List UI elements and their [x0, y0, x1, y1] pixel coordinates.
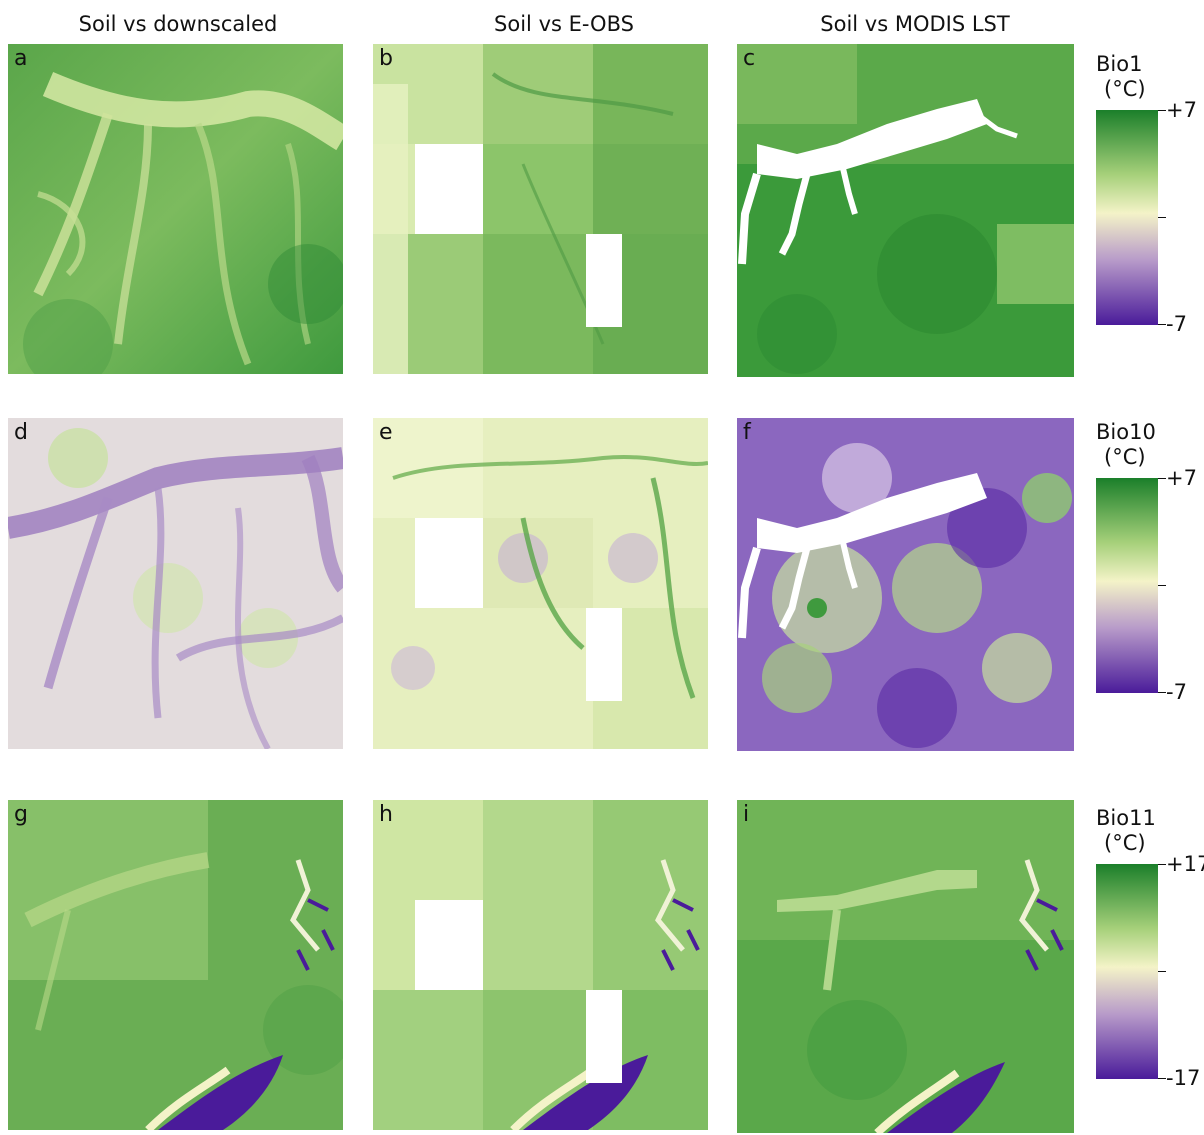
panel-a: a [8, 44, 343, 374]
soil-vs-modis-bio1-map-icon [737, 44, 1074, 377]
column-title-downscaled: Soil vs downscaled [78, 12, 278, 36]
soil-vs-eobs-bio10-map-icon [373, 418, 708, 749]
soil-vs-eobs-bio1-map-icon [373, 44, 708, 374]
soil-vs-downscaled-bio1-map-icon [8, 44, 343, 374]
panel-f: f [737, 418, 1074, 751]
legend-tick-mid [1158, 217, 1166, 218]
legend-tick-max [1158, 478, 1166, 479]
legend-max-label: +7 [1166, 98, 1197, 122]
legend-colorbar [1096, 864, 1158, 1079]
panel-label: c [743, 46, 756, 71]
legend-tick-min [1158, 692, 1166, 693]
panel-label: h [379, 802, 393, 827]
legend-unit: (°C) [1104, 77, 1146, 101]
panel-label: b [379, 46, 393, 71]
legend-bio10: Bio10 (°C) +7 -7 [1096, 420, 1204, 710]
legend-title: Bio11 [1096, 806, 1156, 830]
panel-label: d [14, 420, 28, 445]
column-title-modis: Soil vs MODIS LST [820, 12, 1010, 36]
soil-vs-downscaled-bio10-map-icon [8, 418, 343, 749]
legend-tick-mid [1158, 971, 1166, 972]
panel-b: b [373, 44, 708, 374]
panel-label: i [743, 802, 750, 827]
legend-title: Bio10 [1096, 420, 1156, 444]
legend-colorbar [1096, 478, 1158, 693]
soil-vs-modis-bio11-map-icon [737, 800, 1074, 1133]
panel-label: e [379, 420, 393, 445]
soil-vs-downscaled-bio11-map-icon [8, 800, 343, 1130]
legend-unit: (°C) [1104, 445, 1146, 469]
panel-label: f [743, 420, 751, 445]
legend-min-label: -7 [1166, 680, 1187, 704]
soil-vs-eobs-bio11-map-icon [373, 800, 708, 1130]
legend-tick-min [1158, 1078, 1166, 1079]
legend-unit: (°C) [1104, 831, 1146, 855]
panel-c: c [737, 44, 1074, 377]
legend-max-label: +17 [1166, 852, 1204, 876]
legend-min-label: -17 [1166, 1066, 1201, 1090]
panel-label: a [14, 46, 28, 71]
column-title-eobs: Soil vs E-OBS [494, 12, 634, 36]
legend-tick-max [1158, 864, 1166, 865]
legend-colorbar [1096, 110, 1158, 325]
panel-label: g [14, 802, 28, 827]
panel-i: i [737, 800, 1074, 1133]
legend-bio11: Bio11 (°C) +17 -17 [1096, 806, 1204, 1096]
legend-tick-min [1158, 324, 1166, 325]
legend-min-label: -7 [1166, 312, 1187, 336]
legend-tick-mid [1158, 585, 1166, 586]
panel-g: g [8, 800, 343, 1130]
legend-bio1: Bio1 (°C) +7 -7 [1096, 52, 1204, 342]
panel-e: e [373, 418, 708, 749]
legend-tick-max [1158, 110, 1166, 111]
panel-h: h [373, 800, 708, 1130]
legend-title: Bio1 [1096, 52, 1143, 76]
panel-d: d [8, 418, 343, 749]
soil-vs-modis-bio10-map-icon [737, 418, 1074, 751]
legend-max-label: +7 [1166, 466, 1197, 490]
